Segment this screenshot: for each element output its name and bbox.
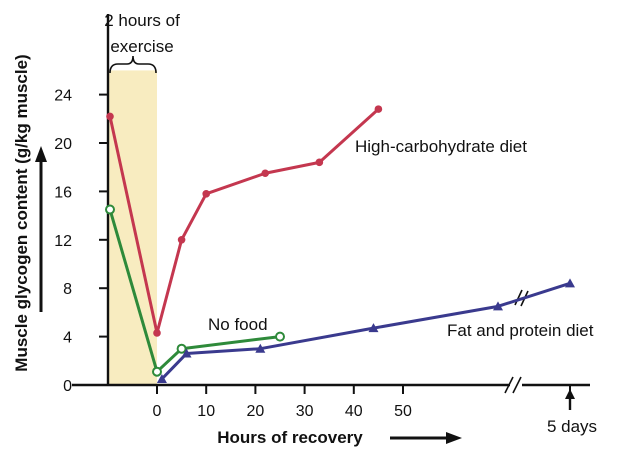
y-tick-label: 8: [63, 281, 72, 298]
y-axis-title-arrowhead: [35, 146, 47, 162]
y-tick-label: 0: [63, 378, 72, 395]
data-point: [106, 112, 114, 121]
data-point: [255, 343, 266, 353]
y-axis-title: Muscle glycogen content (g/kg muscle): [12, 54, 31, 371]
data-point: [152, 366, 162, 377]
data-point: [181, 348, 192, 358]
data-point: [493, 301, 503, 311]
y-tick-label: 4: [63, 330, 72, 347]
data-point: [156, 373, 167, 383]
exercise-label-line-2: exercise: [110, 37, 173, 56]
y-tick-label: 12: [54, 233, 72, 250]
x-axis-break-mark: [504, 376, 522, 394]
exercise-period-brace: [109, 55, 157, 74]
data-point: [374, 105, 383, 113]
five-days-label: 5 days: [547, 417, 597, 436]
x-tick-label: 40: [345, 403, 363, 420]
series-label-high-carb: High-carbohydrate diet: [355, 137, 527, 156]
x-tick-label: 10: [197, 403, 215, 420]
x-tick-label: 50: [394, 403, 412, 420]
data-point: [202, 190, 210, 198]
data-point: [565, 278, 575, 288]
y-tick-labels: 0 4 8 12 16 20 24: [54, 88, 72, 395]
x-tick-labels: 0 10 20 30 40 50: [153, 403, 412, 420]
y-axis: [99, 14, 110, 386]
y-tick-label: 24: [54, 88, 72, 105]
data-point: [368, 323, 379, 333]
series-label-fat-protein: Fat and protein diet: [447, 321, 594, 340]
data-point: [275, 331, 285, 342]
exercise-label-line-1: 2 hours of: [104, 11, 180, 30]
x-tick-label: 20: [247, 403, 265, 420]
x-axis-title-arrowhead: [446, 432, 462, 444]
series-line-1: [108, 209, 281, 374]
series-label-no-food: No food: [208, 315, 268, 334]
data-point: [261, 169, 270, 178]
series-line-2: [160, 281, 571, 380]
data-point: [105, 204, 115, 215]
five-days-arrowhead: [565, 389, 575, 399]
data-point: [315, 158, 324, 167]
series-layer: [105, 105, 575, 383]
data-point: [153, 329, 161, 337]
data-point: [177, 236, 186, 244]
x-axis-title: Hours of recovery: [217, 428, 363, 447]
y-tick-label: 20: [54, 136, 72, 153]
x-tick-label: 0: [153, 403, 162, 420]
x-tick-label: 30: [296, 403, 314, 420]
data-point: [176, 343, 187, 354]
y-tick-label: 16: [54, 184, 72, 201]
